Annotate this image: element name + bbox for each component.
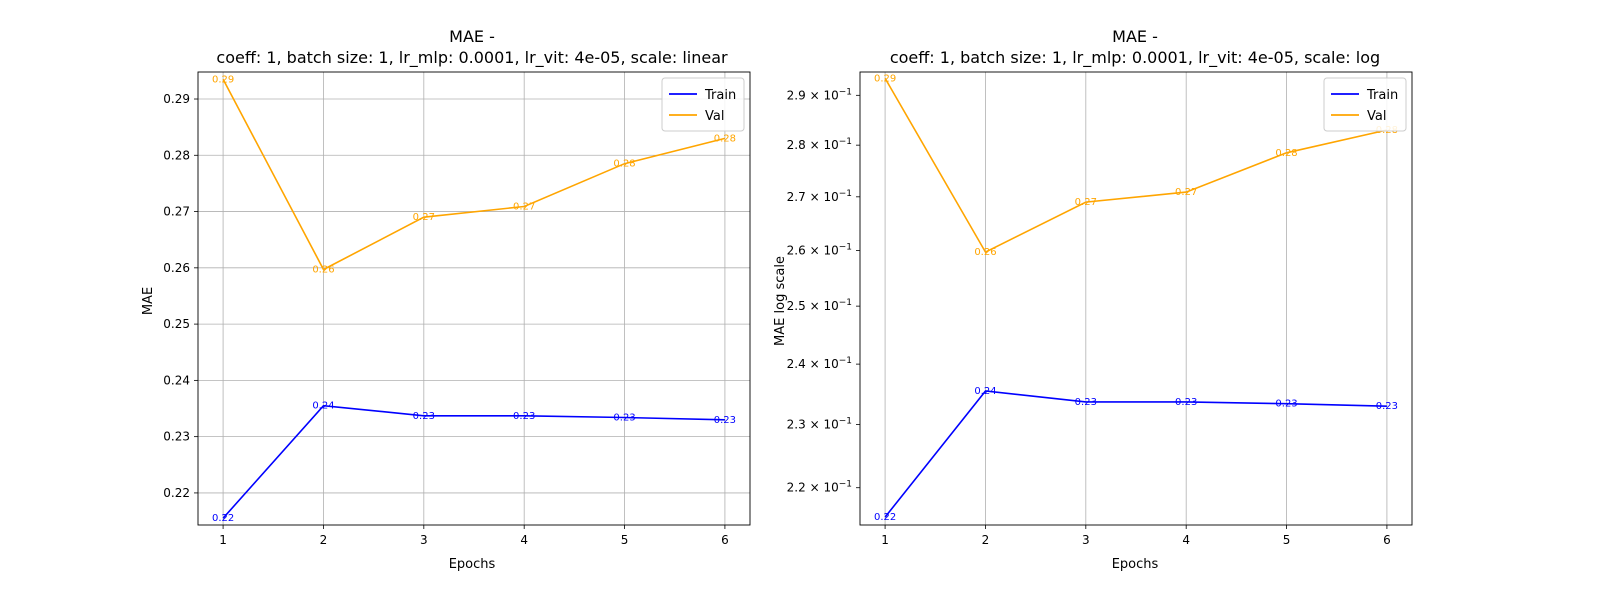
x-tick-label: 2 xyxy=(320,533,328,547)
legend-label-val: Val xyxy=(705,109,724,124)
legend: Train Val xyxy=(1323,77,1407,132)
y-tick-label: 2.9 × 10−1 xyxy=(787,87,852,102)
data-label: 0.28 xyxy=(714,133,736,144)
data-label: 0.23 xyxy=(613,413,635,424)
legend-box xyxy=(661,77,745,132)
data-label: 0.22 xyxy=(212,513,234,524)
data-label: 0.27 xyxy=(513,201,535,212)
y-tick-label: 2.6 × 10−1 xyxy=(787,242,852,257)
legend-label-train: Train xyxy=(704,88,736,103)
legend-box xyxy=(1323,77,1407,132)
chart-subtitle: coeff: 1, batch size: 1, lr_mlp: 0.0001,… xyxy=(216,48,728,68)
data-label: 0.23 xyxy=(1275,399,1297,410)
y-tick-label: 2.4 × 10−1 xyxy=(787,356,852,371)
x-tick-label: 2 xyxy=(982,533,990,547)
data-label: 0.29 xyxy=(874,73,896,84)
y-tick-label: 0.24 xyxy=(163,373,190,387)
y-tick-label: 0.27 xyxy=(163,205,190,219)
data-label: 0.23 xyxy=(1075,397,1097,408)
legend-label-val: Val xyxy=(1367,109,1386,124)
data-label: 0.23 xyxy=(513,411,535,422)
gridlines xyxy=(884,72,1388,525)
data-label: 0.28 xyxy=(613,159,635,170)
data-label: 0.23 xyxy=(413,411,435,422)
data-label: 0.23 xyxy=(1175,397,1197,408)
series-line-val xyxy=(884,77,1388,254)
x-tick-label: 5 xyxy=(1283,533,1291,547)
data-label: 0.23 xyxy=(1376,401,1398,412)
data-label: 0.24 xyxy=(312,401,334,412)
series-line-train xyxy=(222,404,725,519)
x-tick-label: 3 xyxy=(1082,533,1090,547)
x-tick-label: 4 xyxy=(520,533,528,547)
x-tick-label: 5 xyxy=(621,533,629,547)
data-label: 0.24 xyxy=(974,386,996,397)
data-label: 0.27 xyxy=(413,212,435,223)
chart-panel-linear: MAE - coeff: 1, batch size: 1, lr_mlp: 0… xyxy=(141,27,751,572)
x-tick-label: 3 xyxy=(420,533,428,547)
chart-panel-log: MAE - coeff: 1, batch size: 1, lr_mlp: 0… xyxy=(773,27,1413,572)
series-line-train xyxy=(884,390,1387,518)
data-label: 0.22 xyxy=(874,512,896,523)
x-tick-label: 1 xyxy=(881,533,889,547)
x-tick-label: 6 xyxy=(1383,533,1391,547)
y-tick-label: 0.29 xyxy=(163,92,190,106)
data-label: 0.26 xyxy=(312,265,334,276)
data-label: 0.27 xyxy=(1175,187,1197,198)
axes-frame xyxy=(197,71,751,526)
data-label: 0.23 xyxy=(714,415,736,426)
series-line-val xyxy=(222,78,726,271)
chart-title: MAE - xyxy=(1112,27,1158,46)
x-tick-label: 4 xyxy=(1182,533,1190,547)
data-label: 0.26 xyxy=(974,247,996,258)
x-axis-label: Epochs xyxy=(1112,557,1159,572)
data-label: 0.28 xyxy=(1275,148,1297,159)
y-tick-label: 0.28 xyxy=(163,148,190,162)
data-label: 0.27 xyxy=(1075,197,1097,208)
y-tick-label: 0.26 xyxy=(163,261,190,275)
y-axis-label: MAE xyxy=(141,287,156,315)
data-label: 0.29 xyxy=(212,74,234,85)
y-tick-label: 2.3 × 10−1 xyxy=(787,417,852,432)
legend: Train Val xyxy=(661,77,745,132)
x-tick-label: 1 xyxy=(219,533,227,547)
y-tick-label: 2.5 × 10−1 xyxy=(787,298,852,313)
axes-frame xyxy=(859,71,1413,526)
y-tick-label: 2.7 × 10−1 xyxy=(787,189,852,204)
y-tick-label: 0.23 xyxy=(163,430,190,444)
y-tick-label: 0.25 xyxy=(163,317,190,331)
y-axis-label: MAE log scale xyxy=(773,256,788,346)
legend-label-train: Train xyxy=(1366,88,1398,103)
x-tick-label: 6 xyxy=(721,533,729,547)
chart-title: MAE - xyxy=(449,27,495,46)
chart-subtitle: coeff: 1, batch size: 1, lr_mlp: 0.0001,… xyxy=(890,48,1380,68)
gridlines xyxy=(198,72,750,525)
y-tick-label: 0.22 xyxy=(163,486,190,500)
y-tick-label: 2.8 × 10−1 xyxy=(787,137,852,152)
x-axis-label: Epochs xyxy=(449,557,496,572)
y-tick-label: 2.2 × 10−1 xyxy=(787,480,852,495)
